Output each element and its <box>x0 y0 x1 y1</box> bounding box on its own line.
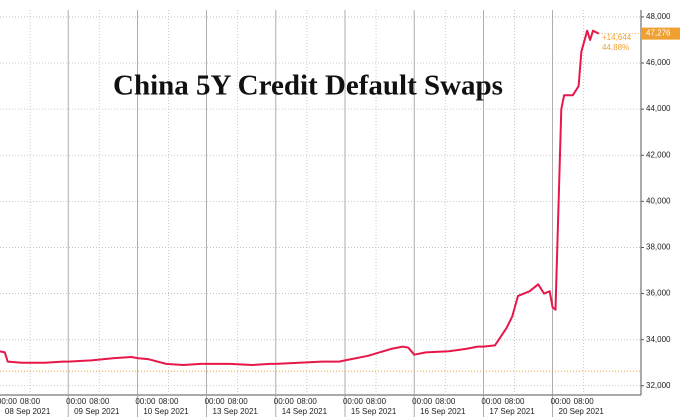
y-tick-label: 46,000 <box>646 58 671 67</box>
y-tick-label: 48,000 <box>646 12 671 21</box>
x-tick-label: 08:00 <box>366 397 387 406</box>
x-date-label: 17 Sep 2021 <box>489 407 535 416</box>
labels: 32,000 34,000 36,000 38,000 40,000 42,000 44,0… <box>0 12 680 416</box>
y-tick-label: 34,000 <box>646 335 671 344</box>
series-line <box>0 29 600 366</box>
x-date-label: 14 Sep 2021 <box>282 407 328 416</box>
x-tick-label: 08:00 <box>574 397 595 406</box>
x-tick-label: 08:00 <box>89 397 110 406</box>
x-date-label: 08 Sep 2021 <box>5 407 51 416</box>
marks <box>0 29 600 366</box>
grid <box>0 10 644 417</box>
last-value-box <box>642 27 680 40</box>
x-date-label: 09 Sep 2021 <box>74 407 120 416</box>
last-value-label: 47,276 <box>646 29 671 38</box>
change-pct: 44.88% <box>602 43 629 52</box>
y-tick-label: 32,000 <box>646 381 671 390</box>
x-date-label: 15 Sep 2021 <box>351 407 397 416</box>
x-tick-label: 08:00 <box>20 397 41 406</box>
x-tick-label: 00:00 <box>0 397 18 406</box>
y-tick-label: 38,000 <box>646 243 671 252</box>
x-tick-label: 08:00 <box>228 397 249 406</box>
x-tick-label: 00:00 <box>135 397 156 406</box>
chart-title: China 5Y Credit Default Swaps <box>113 70 503 102</box>
x-tick-label: 08:00 <box>504 397 525 406</box>
x-date-label: 13 Sep 2021 <box>213 407 259 416</box>
x-date-label: 20 Sep 2021 <box>559 407 605 416</box>
x-tick-label: 00:00 <box>343 397 364 406</box>
x-date-label: 10 Sep 2021 <box>143 407 189 416</box>
x-tick-label: 08:00 <box>158 397 179 406</box>
x-tick-label: 00:00 <box>412 397 433 406</box>
x-tick-label: 00:00 <box>66 397 87 406</box>
x-tick-label: 08:00 <box>297 397 318 406</box>
x-tick-label: 00:00 <box>274 397 295 406</box>
x-date-label: 16 Sep 2021 <box>420 407 466 416</box>
x-tick-label: 08:00 <box>435 397 456 406</box>
y-tick-label: 36,000 <box>646 289 671 298</box>
x-tick-label: 00:00 <box>205 397 226 406</box>
x-tick-label: 00:00 <box>551 397 572 406</box>
y-tick-label: 42,000 <box>646 150 671 159</box>
x-tick-label: 00:00 <box>481 397 502 406</box>
y-tick-label: 44,000 <box>646 104 671 113</box>
change-abs: +14,644 <box>602 33 632 42</box>
y-tick-label: 40,000 <box>646 196 671 205</box>
